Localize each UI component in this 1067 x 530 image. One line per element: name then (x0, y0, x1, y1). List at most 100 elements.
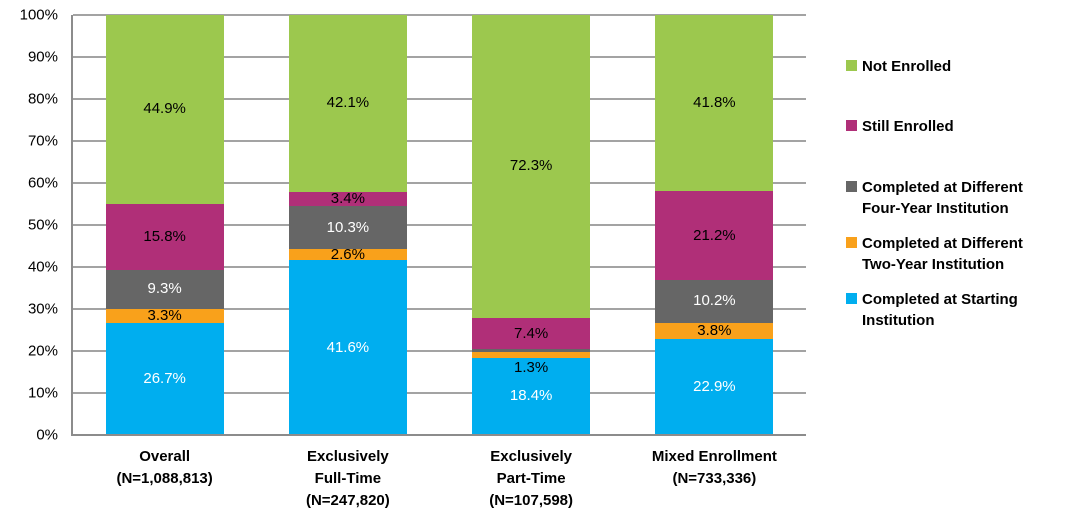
y-axis-tick-label: 50% (27, 216, 58, 234)
bar-segment-label: 10.2% (693, 292, 736, 310)
legend-swatch (846, 293, 857, 304)
y-axis-tick-label: 100% (19, 6, 58, 24)
y-axis-tick-label: 60% (27, 174, 58, 192)
bar-segment (472, 318, 591, 350)
x-axis-label-line: (N=247,820) (305, 492, 390, 509)
bar-segment (472, 349, 591, 353)
legend-item-label: Still Enrolled (862, 118, 954, 135)
bar-segment-label: 3.4% (330, 189, 365, 207)
bar-segment-label: 26.7% (143, 369, 186, 387)
gridline (73, 308, 806, 310)
y-axis-tick-labels: 0% 10% 20% 30% 40% 50% 60% 70% 80% 90% 100% (0, 7, 58, 444)
legend-item: Completed at Different Two-Year Institut… (846, 233, 1060, 275)
x-axis-category-label: Exclusively Full-Time (N=247,820) (256, 446, 439, 512)
y-axis-tick-label: 0% (36, 426, 58, 444)
x-axis-label-line: (N=107,598) (489, 492, 574, 509)
legend-item-label: Completed at Starting Institution (862, 291, 1018, 329)
x-axis-label-line: Exclusively (490, 448, 572, 465)
bar-segment (655, 322, 774, 339)
bar-segment (105, 309, 224, 323)
bar-segment-label: 21.2% (693, 226, 736, 244)
gridline (73, 266, 806, 268)
bar-segment (105, 15, 224, 204)
gridline (73, 98, 806, 100)
gridline (73, 224, 806, 226)
bar-segment (655, 15, 774, 191)
gridline (73, 14, 806, 16)
legend: Not Enrolled Still Enrolled Completed at D… (846, 56, 1060, 331)
bar-segment-label: 42.1% (326, 94, 370, 112)
x-axis-category-labels: Overall (N=1,088,813) Exclusively Full-Time… (73, 446, 806, 526)
bar-segment (472, 14, 591, 319)
bar-segment-label: 41.6% (326, 338, 370, 356)
bar-segment (655, 191, 774, 281)
y-axis-tick-label: 70% (27, 132, 58, 150)
x-axis-label-line: Full-Time (314, 470, 382, 487)
y-axis-line (71, 15, 73, 435)
gridline (73, 56, 806, 58)
legend-swatch (846, 60, 857, 71)
gridline (73, 350, 806, 352)
x-axis-category-label: Overall (N=1,088,813) (73, 446, 256, 490)
bar-segment-label: 44.9% (143, 100, 186, 118)
bar-segment (655, 338, 774, 435)
bar-segment (105, 203, 224, 270)
bar-segment-label: 72.3% (509, 157, 553, 175)
bar-segment (105, 322, 224, 435)
bar: 41.6% 2.6% 10.3% 3.4% 42.1% (288, 15, 407, 435)
bar-segment-label: 10.3% (326, 218, 370, 236)
bar: 18.4%1.3%0.7%7.4%72.3% (472, 14, 591, 435)
bar-segment (288, 15, 407, 192)
bar-segment-label: 7.4% (514, 324, 549, 342)
bar-slot: 18.4%1.3%0.7%7.4%72.3% (440, 14, 623, 435)
x-axis-line (71, 434, 806, 436)
bar-segment-label: 9.3% (147, 280, 182, 298)
bar-slot: 41.6% 2.6% 10.3% 3.4% 42.1% (256, 15, 439, 435)
y-axis-tick-label: 30% (27, 300, 58, 318)
y-axis-tick-label: 80% (27, 90, 58, 108)
bar-segment-label: 3.8% (697, 321, 732, 339)
gridline (73, 140, 806, 142)
x-axis-label-line: (N=1,088,813) (116, 470, 213, 487)
bar-slot: 26.7% 3.3% 9.3% 15.8% 44.9% (73, 15, 256, 435)
bar-segment-label: 41.8% (693, 94, 736, 112)
legend-item-label: Completed at Different Four-Year Institu… (862, 179, 1023, 217)
bar-segment-label: 22.9% (693, 377, 736, 395)
legend-swatch (846, 237, 857, 248)
plot-area: 26.7% 3.3% 9.3% 15.8% 44.9% 41.6% 2.6% 10.3% 3.4… (73, 14, 806, 435)
bar-segment (472, 357, 591, 435)
bar-segment-label: 2.6% (330, 245, 365, 263)
x-axis-label-line: Part-Time (496, 470, 566, 487)
legend-item-label: Completed at Different Two-Year Institut… (862, 235, 1023, 273)
legend-item: Completed at Different Four-Year Institu… (846, 177, 1060, 219)
legend-item: Not Enrolled (846, 56, 1060, 77)
gridline (73, 392, 806, 394)
legend-swatch (846, 181, 857, 192)
bar-segment (288, 206, 407, 250)
bar-segment (655, 280, 774, 323)
x-axis-category-label: Mixed Enrollment (N=733,336) (623, 446, 806, 490)
bar-slot: 22.9% 3.8% 10.2% 21.2% 41.8% (623, 15, 806, 435)
bar-segment-label: 3.3% (147, 306, 182, 324)
legend-item: Completed at Starting Institution (846, 289, 1060, 331)
legend-swatch (846, 120, 857, 131)
legend-item-label: Not Enrolled (862, 58, 952, 75)
bar-segment (105, 269, 224, 309)
bar-segment (472, 352, 591, 358)
gridline (73, 182, 806, 184)
y-axis-tick-label: 20% (27, 342, 58, 360)
y-axis-tick-label: 10% (27, 384, 58, 402)
y-axis-tick-label: 40% (27, 258, 58, 276)
bar-segment-label: 18.4% (509, 387, 553, 405)
y-axis-tick-label: 90% (27, 48, 58, 66)
bar: 22.9% 3.8% 10.2% 21.2% 41.8% (655, 15, 774, 435)
x-axis-label-line: Overall (139, 448, 191, 465)
bar-segment-label: 15.8% (143, 227, 186, 245)
x-axis-label-line: (N=733,336) (672, 470, 757, 487)
bar-segment-label: 1.3% (514, 358, 549, 376)
bar: 26.7% 3.3% 9.3% 15.8% 44.9% (105, 15, 224, 435)
x-axis-category-label: Exclusively Part-Time (N=107,598) (440, 446, 623, 512)
bar-segment (288, 249, 407, 261)
x-axis-label-line: Mixed Enrollment (651, 448, 777, 465)
